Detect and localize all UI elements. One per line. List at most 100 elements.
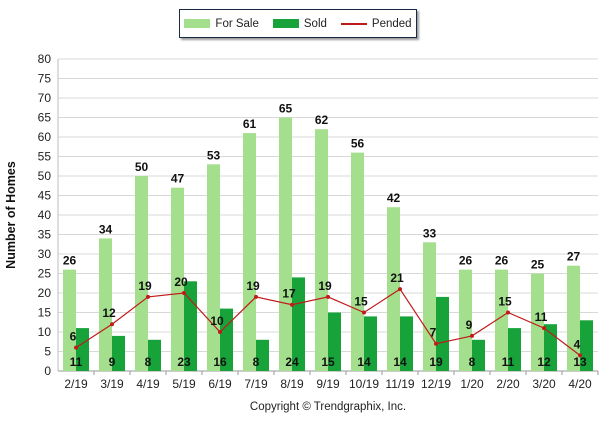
x-tick-label: 2/20 <box>496 377 520 391</box>
point-pended <box>398 287 402 292</box>
legend-item-sold: Sold <box>272 17 327 30</box>
data-label-sold: 8 <box>145 355 152 369</box>
data-label-for-sale: 25 <box>531 258 545 272</box>
data-label-sold: 8 <box>253 355 260 369</box>
data-label-pended: 19 <box>246 279 260 293</box>
data-label-for-sale: 50 <box>135 160 149 174</box>
point-pended <box>182 291 186 295</box>
data-label-sold: 13 <box>573 355 587 369</box>
data-label-sold: 14 <box>357 355 371 369</box>
bar-sold <box>76 328 89 371</box>
bar-sold <box>400 316 413 371</box>
data-label-sold: 14 <box>393 355 407 369</box>
data-label-pended: 19 <box>318 279 332 293</box>
bar-for-sale <box>243 133 256 371</box>
y-tick-label: 60 <box>38 130 52 144</box>
data-label-sold: 11 <box>502 355 515 369</box>
bar-for-sale <box>315 129 328 371</box>
point-pended <box>290 302 294 307</box>
point-pended <box>470 333 474 338</box>
bar-for-sale <box>171 187 184 371</box>
data-label-pended: 11 <box>535 310 548 324</box>
bar-for-sale <box>495 269 508 371</box>
y-tick-label: 25 <box>38 267 52 281</box>
y-tick-label: 45 <box>38 189 52 203</box>
data-label-pended: 21 <box>390 271 404 285</box>
legend-label-sold: Sold <box>303 17 327 30</box>
y-tick-label: 20 <box>38 286 52 300</box>
y-tick-label: 80 <box>38 52 52 66</box>
data-label-sold: 8 <box>469 355 476 369</box>
bar-for-sale <box>531 273 544 371</box>
bar-sold <box>508 328 521 371</box>
data-label-pended: 4 <box>574 337 581 351</box>
data-label-sold: 9 <box>109 355 116 369</box>
data-label-for-sale: 61 <box>243 117 257 131</box>
bar-sold <box>220 308 233 371</box>
legend-swatch-sold <box>272 19 299 28</box>
data-label-for-sale: 53 <box>207 148 221 162</box>
data-label-for-sale: 26 <box>63 254 77 268</box>
x-tick-label: 7/19 <box>244 377 268 391</box>
bar-for-sale <box>279 117 292 371</box>
bar-sold <box>328 312 341 371</box>
bar-sold <box>580 320 593 371</box>
data-label-sold: 23 <box>177 355 191 369</box>
data-label-for-sale: 27 <box>567 250 581 264</box>
data-label-sold: 16 <box>213 355 227 369</box>
x-tick-label: 3/19 <box>100 377 124 391</box>
data-label-sold: 24 <box>285 355 299 369</box>
bar-for-sale <box>459 269 472 371</box>
data-label-pended: 6 <box>70 330 77 344</box>
point-pended <box>578 353 582 358</box>
bar-sold <box>256 339 269 371</box>
bar-sold <box>112 335 125 371</box>
data-label-sold: 15 <box>321 355 335 369</box>
point-pended <box>362 310 366 315</box>
y-tick-label: 40 <box>38 208 52 222</box>
y-tick-label: 55 <box>38 150 52 164</box>
y-tick-label: 70 <box>38 91 52 105</box>
point-pended <box>110 322 114 327</box>
data-label-for-sale: 47 <box>171 172 185 186</box>
point-pended <box>506 310 510 315</box>
x-tick-label: 12/19 <box>421 377 451 391</box>
bar-for-sale <box>207 164 220 371</box>
bar-for-sale <box>135 176 148 371</box>
data-label-for-sale: 33 <box>423 226 437 240</box>
x-tick-label: 4/20 <box>568 377 592 391</box>
copyright-text: Copyright © Trendgraphix, Inc. <box>249 401 407 413</box>
data-label-pended: 15 <box>498 295 512 309</box>
y-tick-label: 0 <box>44 364 51 378</box>
x-tick-label: 9/19 <box>316 377 340 391</box>
x-tick-label: 11/19 <box>385 377 414 391</box>
x-tick-label: 6/19 <box>208 377 232 391</box>
data-label-pended: 12 <box>102 306 116 320</box>
data-label-for-sale: 34 <box>99 222 113 236</box>
data-label-pended: 20 <box>174 275 188 289</box>
y-tick-label: 50 <box>38 169 52 183</box>
y-tick-label: 10 <box>38 325 52 339</box>
bar-for-sale <box>63 269 76 371</box>
legend-label-pended: Pended <box>371 17 412 30</box>
y-tick-label: 35 <box>38 228 52 242</box>
bar-sold <box>472 339 485 371</box>
point-pended <box>542 326 546 331</box>
data-label-for-sale: 42 <box>387 191 401 205</box>
x-tick-label: 8/19 <box>280 377 304 391</box>
y-tick-label: 5 <box>44 345 51 359</box>
point-pended <box>146 294 150 299</box>
data-label-for-sale: 65 <box>279 102 293 116</box>
data-label-pended: 10 <box>210 314 224 328</box>
legend-item-for-sale: For Sale <box>184 18 259 30</box>
y-tick-label: 30 <box>38 247 52 261</box>
y-tick-label: 75 <box>38 72 52 86</box>
x-tick-label: 10/19 <box>349 377 379 391</box>
legend: For Sale Sold Pended <box>179 9 417 38</box>
data-label-sold: 11 <box>70 355 83 369</box>
data-label-pended: 19 <box>138 279 152 293</box>
point-pended <box>254 294 258 299</box>
data-label-sold: 12 <box>537 355 551 369</box>
point-pended <box>326 294 330 299</box>
